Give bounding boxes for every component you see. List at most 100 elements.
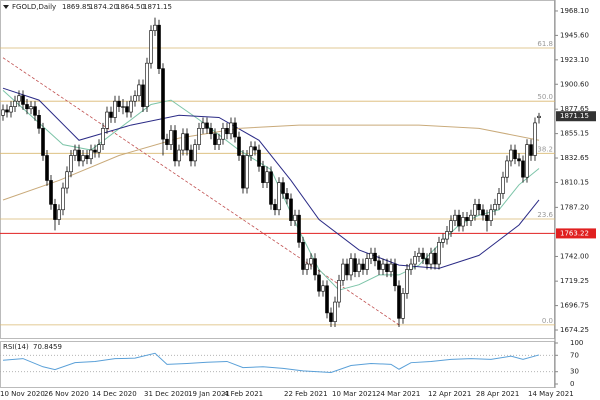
candle-body (361, 263, 365, 270)
x-tick-label: 26 Nov 2020 (44, 390, 89, 398)
candle-body (213, 133, 217, 145)
candle-body (481, 209, 485, 216)
candle-body (337, 280, 341, 303)
candle-body (533, 122, 537, 156)
candle-body (349, 258, 353, 276)
candle-body (517, 158, 521, 162)
candle-body (449, 220, 453, 232)
candle-body (297, 214, 301, 243)
ohlc-label: 1871.15 (143, 3, 172, 11)
candle-body (229, 122, 233, 135)
candle-body (489, 209, 493, 221)
y-tick-label: 1696.75 (560, 302, 589, 310)
chart-title: FGOLD,Daily (12, 3, 56, 11)
y-tick-label: 1674.25 (560, 326, 589, 334)
candle-body (317, 274, 321, 292)
candle-body (505, 160, 509, 178)
candle-body (357, 263, 361, 272)
candle-body (501, 176, 505, 194)
candle-body (417, 252, 421, 257)
candle-body (97, 144, 101, 153)
candle-body (257, 149, 261, 167)
fib-label: 61.8 (537, 40, 553, 48)
candle-body (285, 193, 289, 200)
candle-body (261, 166, 265, 183)
level-label: 1763.22 (560, 229, 589, 237)
fib-label: 50.0 (537, 93, 553, 101)
candle-body (329, 312, 333, 322)
candle-body (161, 68, 165, 140)
rsi-panel (0, 341, 555, 388)
candle-body (121, 106, 125, 108)
candle-body (333, 301, 337, 322)
candle-body (77, 149, 81, 162)
candle-body (169, 130, 173, 145)
candle-body (389, 263, 393, 272)
candle-body (5, 109, 9, 113)
y-tick-label: 1968.10 (560, 7, 589, 15)
rsi-label: RSI(14) (3, 343, 29, 351)
candle-body (249, 146, 253, 156)
candle-body (433, 252, 437, 265)
candle-body (45, 155, 49, 181)
candle-body (29, 106, 33, 110)
y-tick-label: 1810.15 (560, 178, 589, 186)
rsi-tick-label: 30 (570, 368, 579, 376)
candle-body (369, 252, 373, 259)
x-tick-label: 28 Apr 2021 (476, 390, 519, 398)
candle-body (497, 193, 501, 205)
candle-body (313, 258, 317, 276)
candle-body (513, 149, 517, 160)
last-price-label: 1871.15 (560, 112, 589, 120)
candle-body (409, 263, 413, 270)
candle-body (405, 269, 409, 294)
moving-average (2, 87, 540, 269)
x-tick-label: 12 Apr 2021 (428, 390, 471, 398)
candle-body (237, 136, 241, 156)
candle-body (429, 252, 433, 265)
candle-body (37, 115, 41, 129)
fib-label: 38.2 (537, 145, 553, 153)
candle-body (145, 62, 149, 107)
y-tick-label: 1742.00 (560, 252, 589, 260)
candle-body (149, 30, 153, 64)
candle-body (381, 263, 385, 270)
candle-body (393, 263, 397, 287)
candle-body (537, 115, 541, 118)
candle-body (441, 238, 445, 243)
y-tick-label: 1877.65 (560, 105, 589, 113)
x-tick-label: 10 Mar 2021 (332, 390, 376, 398)
y-tick-label: 1855.15 (560, 130, 589, 138)
candle-body (321, 285, 325, 292)
candle-body (469, 214, 473, 221)
ohlc-label: 1864.50 (116, 3, 145, 11)
candle-body (521, 160, 525, 178)
candle-body (269, 171, 273, 205)
ohlc-label: 1874.20 (89, 3, 118, 11)
candle-body (81, 155, 85, 162)
candle-body (17, 95, 21, 102)
candle-body (209, 128, 213, 135)
candle-body (117, 100, 121, 107)
candle-body (53, 204, 57, 220)
y-tick-label: 1719.25 (560, 277, 589, 285)
candle-body (365, 258, 369, 270)
fib-label: 23.6 (537, 211, 553, 219)
candle-body (125, 106, 129, 113)
candle-body (61, 187, 65, 211)
candle-body (109, 111, 113, 118)
rsi-tick-label: 70 (570, 351, 579, 359)
candle-body (177, 149, 181, 162)
candle-body (253, 146, 257, 151)
candle-body (413, 256, 417, 265)
candle-body (85, 155, 89, 160)
x-tick-label: 22 Feb 2021 (284, 390, 328, 398)
candle-body (241, 155, 245, 189)
candle-body (189, 149, 193, 162)
level-tag (556, 228, 596, 239)
candle-body (217, 138, 221, 145)
x-tick-label: 24 Mar 2021 (376, 390, 420, 398)
candle-body (305, 263, 309, 270)
candle-body (21, 95, 25, 105)
